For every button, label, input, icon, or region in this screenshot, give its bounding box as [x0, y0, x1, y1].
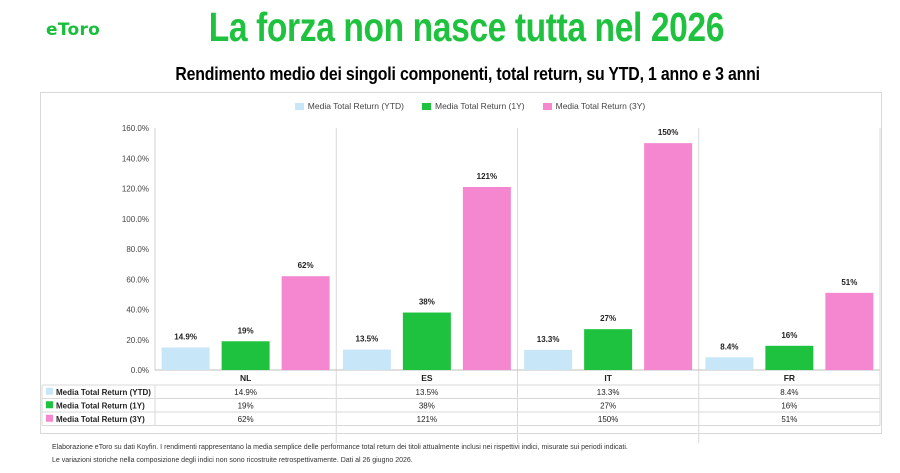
page-title: La forza non nasce tutta nel 2026 [208, 4, 725, 50]
chart-panel [40, 92, 882, 434]
bar-ytd [524, 349, 573, 370]
data-label: 121% [477, 172, 497, 181]
category-label: ES [421, 373, 433, 383]
data-label: 38% [419, 298, 435, 307]
legend-label-1y: Media Total Return (1Y) [435, 101, 525, 111]
legend-item-ytd: Media Total Return (YTD) [294, 99, 404, 113]
table-cell: 51% [781, 415, 797, 424]
table-row-header: Media Total Return (3Y) [56, 415, 145, 424]
legend-label-ytd: Media Total Return (YTD) [307, 101, 404, 111]
bar-3y [825, 292, 874, 370]
category-label: IT [604, 373, 612, 383]
legend-item-3y: Media Total Return (3Y) [542, 99, 646, 113]
y-tick-label: 80.0% [126, 245, 149, 254]
page-subtitle: Rendimento medio dei singoli componenti,… [175, 64, 760, 84]
data-label: 62% [298, 261, 314, 270]
bar-1y [765, 345, 814, 370]
data-label: 13.5% [356, 335, 379, 344]
category-label: FR [784, 373, 795, 383]
table-cell: 150% [598, 415, 618, 424]
legend-label-3y: Media Total Return (3Y) [555, 101, 646, 111]
legend-swatch-1y [422, 102, 431, 110]
y-tick-label: 40.0% [126, 306, 149, 315]
bar-1y [221, 341, 270, 370]
table-cell: 16% [781, 401, 797, 410]
table-cell: 8.4% [780, 388, 798, 397]
table-cell: 19% [238, 401, 254, 410]
table-legend-key [46, 401, 53, 409]
table-legend-key [46, 414, 53, 422]
bar-3y [644, 143, 693, 370]
chart-legend: Media Total Return (YTD) Media Total Ret… [0, 99, 900, 113]
y-tick-label: 120.0% [122, 185, 149, 194]
table-cell: 62% [238, 415, 254, 424]
bar-3y [281, 276, 330, 370]
category-label: NL [240, 373, 251, 383]
legend-item-1y: Media Total Return (1Y) [422, 99, 525, 113]
data-label: 150% [658, 128, 678, 137]
data-label: 16% [781, 331, 797, 340]
table-legend-key [46, 387, 53, 395]
table-row-header: Media Total Return (1Y) [56, 401, 145, 410]
footnote-note: Le variazioni storiche nella composizion… [52, 457, 413, 464]
data-label: 27% [600, 314, 616, 323]
data-label: 14.9% [174, 332, 197, 341]
bar-ytd [342, 349, 391, 370]
table-cell: 121% [417, 415, 437, 424]
y-tick-label: 160.0% [122, 124, 149, 133]
y-tick-label: 140.0% [122, 154, 149, 163]
table-cell: 13.5% [416, 388, 439, 397]
etoro-logo: eToro [46, 20, 101, 40]
y-tick-label: 60.0% [126, 275, 149, 284]
y-tick-label: 100.0% [122, 215, 149, 224]
table-cell: 38% [419, 401, 435, 410]
table-cell: 27% [600, 401, 616, 410]
data-label: 19% [238, 326, 254, 335]
legend-swatch-ytd [294, 102, 304, 110]
data-label: 8.4% [720, 342, 738, 351]
bar-ytd [705, 357, 754, 370]
table-cell: 13.3% [597, 388, 620, 397]
legend-swatch-3y [542, 102, 552, 110]
footnote-source: Elaborazione eToro su dati Koyfin. I ren… [52, 444, 628, 451]
data-label: 13.3% [537, 335, 560, 344]
y-tick-label: 0.0% [131, 366, 149, 375]
bar-1y [584, 329, 633, 370]
data-label: 51% [841, 278, 857, 287]
bar-3y [462, 186, 511, 370]
y-tick-label: 20.0% [126, 336, 149, 345]
bar-ytd [161, 347, 210, 370]
bar-1y [402, 312, 451, 370]
table-cell: 14.9% [234, 388, 257, 397]
table-row-header: Media Total Return (YTD) [56, 388, 151, 397]
